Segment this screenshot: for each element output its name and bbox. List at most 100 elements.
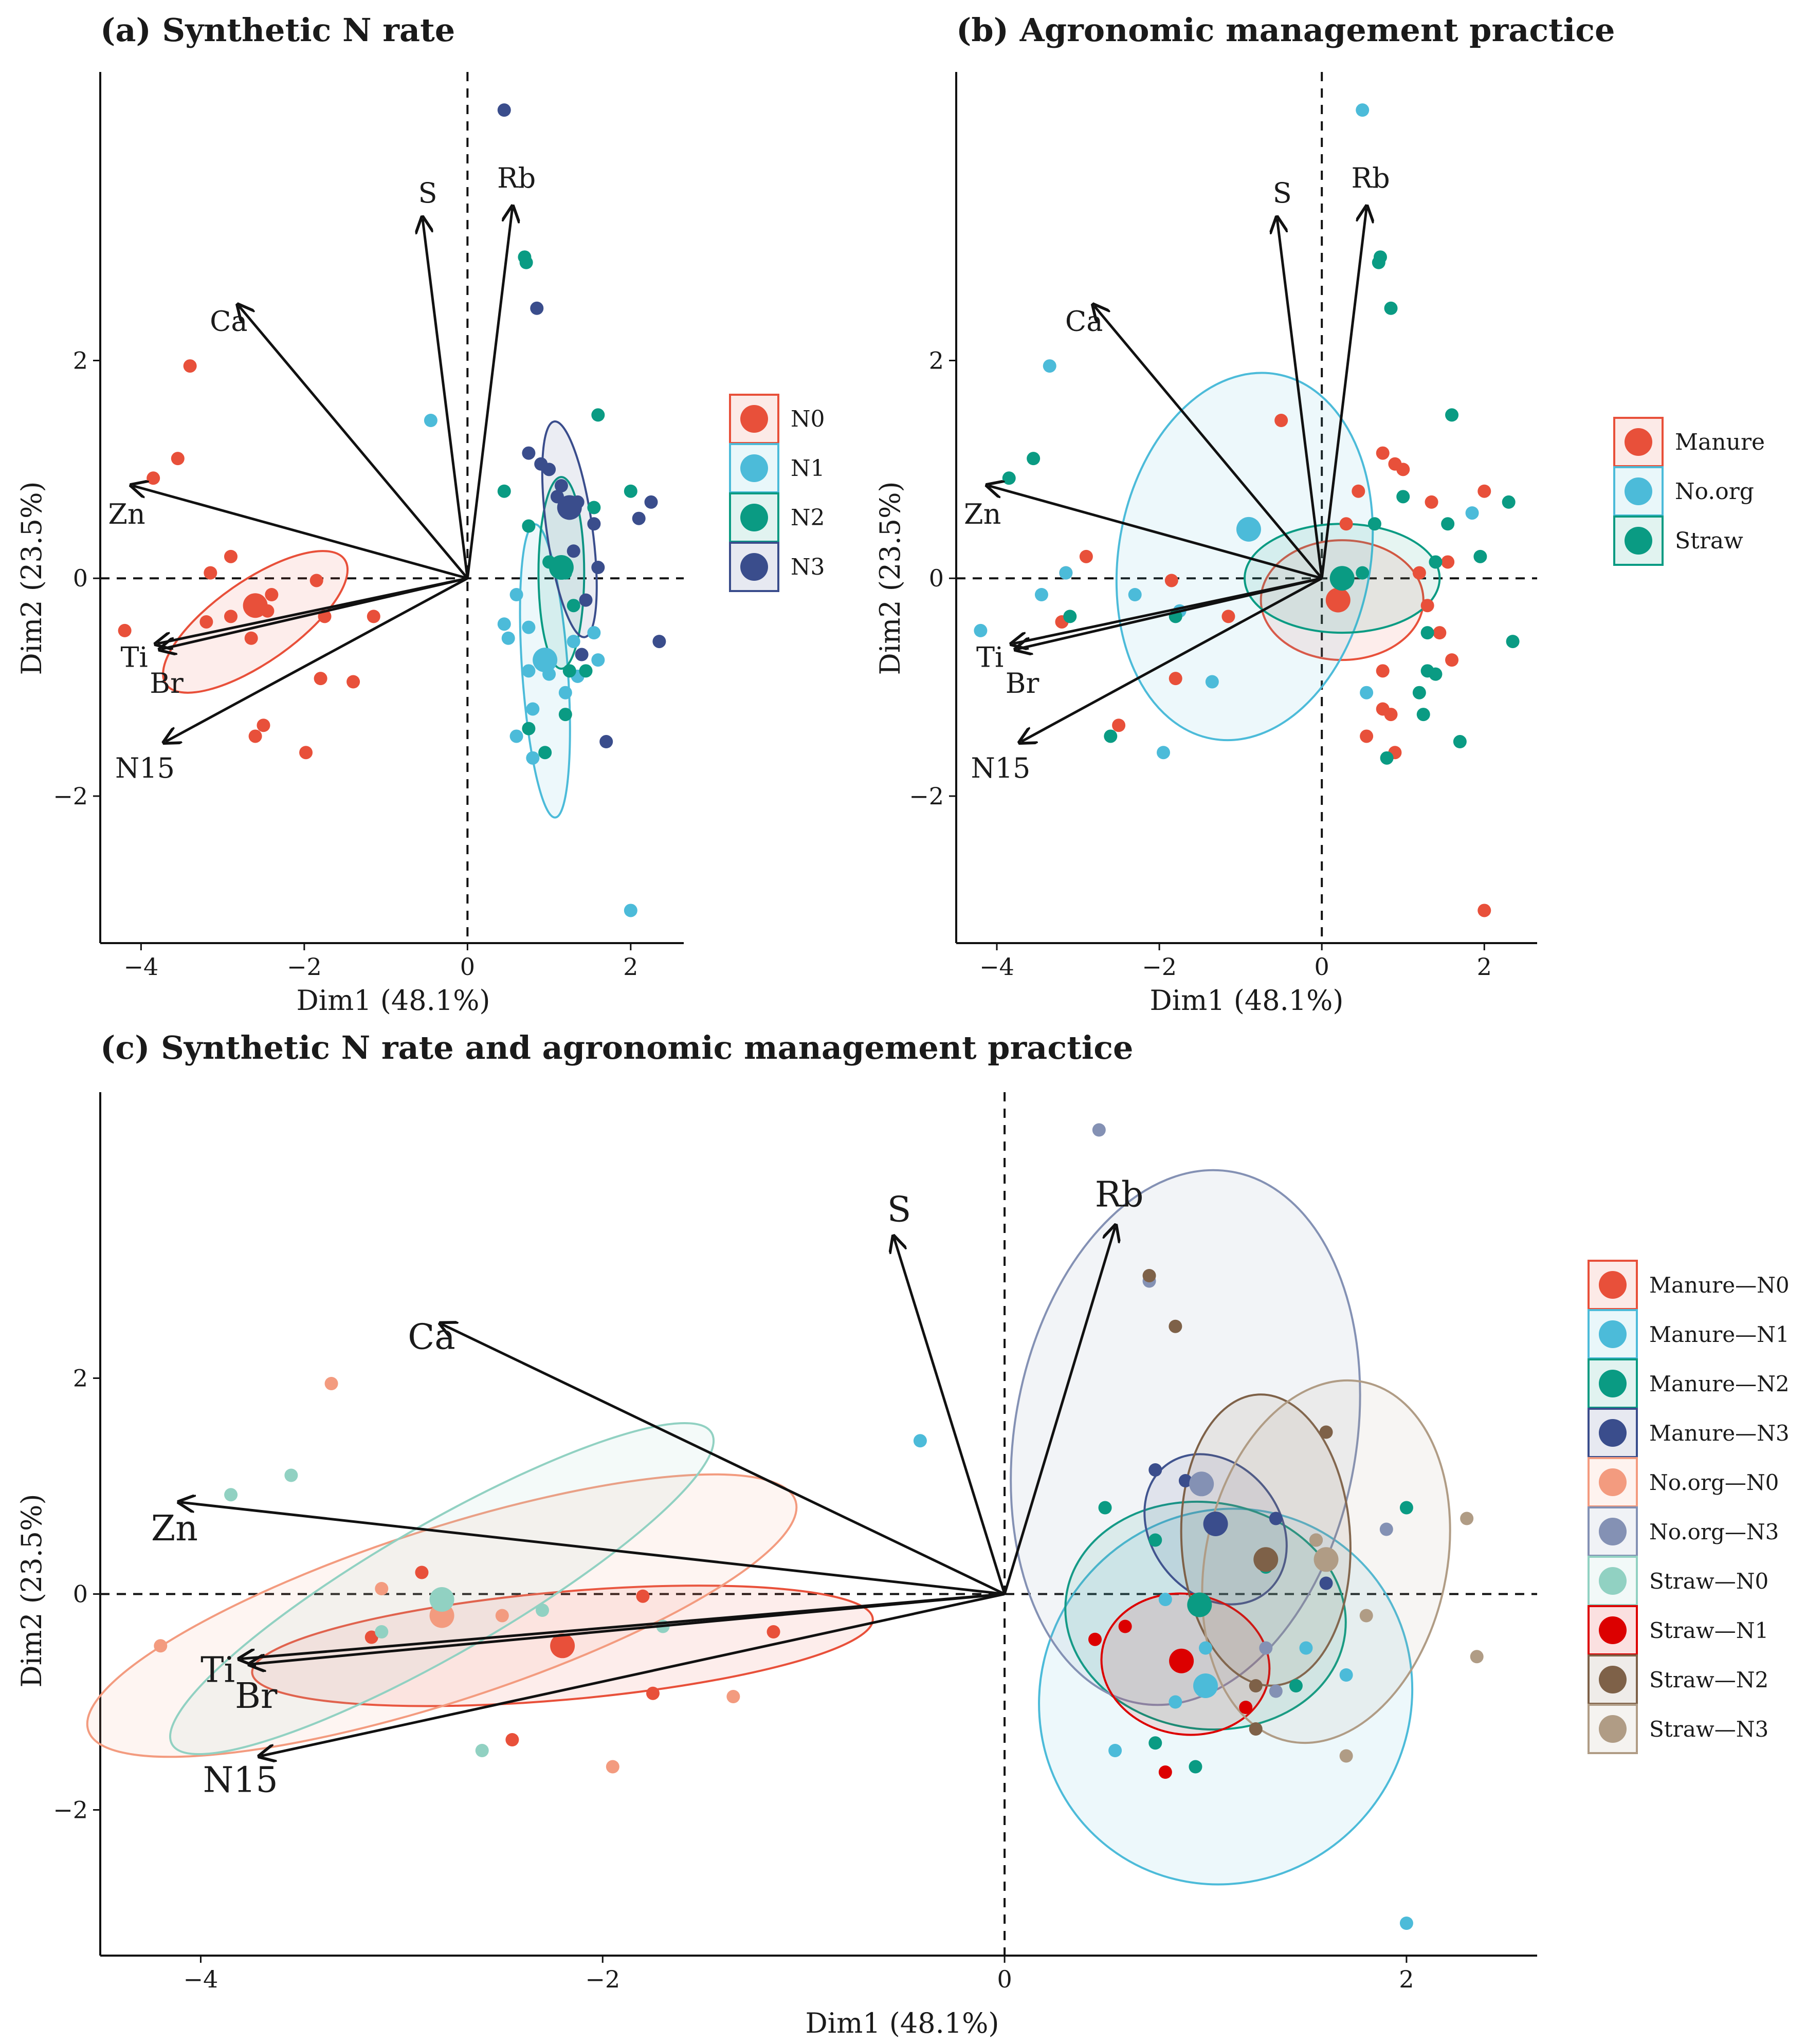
panel-b-var-label-zn: Zn [964, 498, 1001, 530]
panel-b-point-straw [1063, 610, 1077, 623]
panel-b-arrow-s [1277, 219, 1323, 579]
panel-c-legend-label-manure-n1: Manure—N1 [1649, 1322, 1790, 1347]
panel-a-point-n3 [567, 544, 580, 558]
panel-b-point-no-org [1356, 103, 1370, 117]
panel-b-var-label-ca: Ca [1065, 305, 1103, 338]
panel-c-point-straw-n3 [1309, 1533, 1323, 1547]
panel-c-var-label-br: Br [235, 1676, 278, 1717]
panel-b-point-manure [1477, 484, 1491, 498]
panel-b-point-manure [1384, 708, 1398, 722]
panel-b-point-straw [1372, 255, 1385, 269]
panel-a-point-n1 [567, 635, 580, 649]
panel-b-point-straw [1416, 708, 1430, 722]
panel-b-legend-marker-manure [1625, 428, 1652, 456]
panel-c-arrow-br [251, 1593, 1005, 1665]
panel-c-legend-marker-no-org-n0 [1599, 1468, 1627, 1496]
panel-c-legend-item-no-org-n3: No.org—N3 [1588, 1506, 1779, 1557]
panel-b-legend-item-manure: Manure [1613, 417, 1765, 467]
panel-a-legend-item-n3: N3 [729, 542, 825, 592]
panel-b-point-manure [1360, 729, 1374, 743]
panel-a-point-n1 [509, 588, 523, 601]
panel-c-combined: (c) Synthetic N rate and agronomic manag… [15, 1029, 1790, 2039]
panel-b-x-tick-label: −2 [1142, 953, 1177, 981]
panel-c-point-no-org-n3 [1379, 1522, 1393, 1536]
panel-c-point-straw-n2 [1249, 1679, 1263, 1692]
panel-b-legend-marker-straw [1625, 527, 1652, 555]
panel-c-legend-marker-manure-n2 [1599, 1370, 1627, 1397]
panel-c-var-label-n15: N15 [203, 1760, 278, 1801]
panel-c-legend-item-manure-n0: Manure—N0 [1588, 1260, 1790, 1310]
panel-b-point-straw [1367, 517, 1381, 531]
panel-c-point-manure-n0 [636, 1589, 650, 1603]
panel-b-point-no-org [1034, 588, 1048, 601]
panel-c-arrow-zn [180, 1502, 1005, 1595]
panel-a-point-n1 [591, 653, 605, 667]
panel-c-point-no-org-n0 [726, 1690, 740, 1703]
panel-c-legend-label-straw-n0: Straw—N0 [1649, 1569, 1768, 1594]
panel-b-point-straw [1396, 490, 1410, 504]
panel-b-var-label-ti: Ti [976, 641, 1004, 673]
panel-c-point-no-org-n3 [1259, 1641, 1273, 1655]
panel-c-legend-key-manure-n0 [1588, 1260, 1638, 1310]
panel-b-x-axis-label: Dim1 (48.1%) [1150, 984, 1344, 1017]
panel-c-legend: Manure—N0 Manure—N1 Manure—N2 Manure—N3 No.o… [1588, 1260, 1790, 1754]
panel-b-legend-item-straw: Straw [1613, 515, 1743, 566]
panel-a-point-n3 [542, 463, 556, 476]
panel-a-point-n2 [519, 255, 533, 269]
panel-a-x-tick-label: 2 [623, 953, 638, 981]
panel-b-point-straw [1027, 452, 1041, 466]
panel-c-point-manure-n3 [1269, 1512, 1283, 1525]
panel-c-legend-marker-straw-n0 [1599, 1567, 1627, 1595]
panel-a-point-n1 [526, 702, 540, 716]
panel-a-point-n0 [346, 675, 360, 689]
panel-c-point-manure-n1 [1158, 1593, 1172, 1606]
panel-a-point-n0 [171, 452, 185, 466]
panel-c-point-straw-n0 [475, 1744, 489, 1757]
panel-c-legend-item-manure-n2: Manure—N2 [1588, 1358, 1790, 1409]
panel-b-point-straw [1441, 517, 1455, 531]
panel-c-point-straw-n1 [1088, 1632, 1102, 1646]
panel-c-y-axis-label: Dim2 (23.5%) [15, 1494, 48, 1688]
panel-a-legend-marker-n3 [740, 553, 768, 581]
panel-c-legend-item-manure-n1: Manure—N1 [1588, 1309, 1790, 1359]
panel-b-point-no-org [1360, 686, 1374, 699]
panel-c-point-straw-n2 [1169, 1319, 1182, 1333]
panel-a-var-label-rb: Rb [497, 162, 536, 194]
panel-c-point-manure-n2 [1289, 1679, 1303, 1692]
panel-a-legend-item-n1: N1 [729, 443, 825, 493]
panel-a-point-n0 [199, 615, 213, 629]
panel-c-point-manure-n0 [767, 1625, 780, 1638]
panel-a-legend-label-n1: N1 [791, 455, 825, 482]
panel-c-arrow-rb [1003, 1227, 1115, 1595]
panel-a-centroid-n0 [243, 593, 268, 618]
panel-a-legend-key-n3 [729, 542, 779, 592]
panel-c-point-manure-n0 [415, 1566, 429, 1579]
panel-c-point-no-org-n0 [375, 1582, 389, 1595]
panel-a-arrow-br [161, 577, 468, 649]
panel-b-point-straw [1445, 408, 1459, 422]
panel-c-point-no-org-n0 [495, 1609, 509, 1623]
panel-c-point-manure-n1 [1299, 1641, 1313, 1655]
panel-a-var-label-zn: Zn [108, 498, 145, 530]
panel-c-legend-item-straw-n0: Straw—N0 [1588, 1556, 1768, 1606]
panel-a-var-label-br: Br [150, 667, 184, 699]
panel-c-y-tick-label: −2 [53, 1796, 88, 1824]
panel-c-x-tick-label: 0 [997, 1965, 1012, 1993]
panel-b-point-manure [1376, 446, 1390, 460]
panel-a-point-n0 [224, 610, 238, 623]
panel-a-title: (a) Synthetic N rate [100, 11, 455, 49]
panel-c-centroid-straw-n3 [1314, 1547, 1339, 1572]
panel-c-var-label-rb: Rb [1095, 1175, 1144, 1216]
panel-c-point-manure-n2 [1189, 1760, 1202, 1774]
panel-c-point-no-org-n3 [1269, 1684, 1283, 1698]
panel-a-point-n2 [567, 599, 580, 613]
panel-a-point-n0 [367, 610, 380, 623]
panel-c-centroid-manure-n3 [1203, 1512, 1228, 1536]
panel-c-legend-label-straw-n3: Straw—N3 [1649, 1717, 1768, 1742]
panel-a-point-n1 [509, 729, 523, 743]
panel-b-point-straw [1104, 729, 1118, 743]
panel-b-y-axis-label: Dim2 (23.5%) [874, 482, 906, 675]
panel-a-point-n2 [587, 501, 601, 514]
panel-c-point-straw-n0 [375, 1625, 389, 1638]
